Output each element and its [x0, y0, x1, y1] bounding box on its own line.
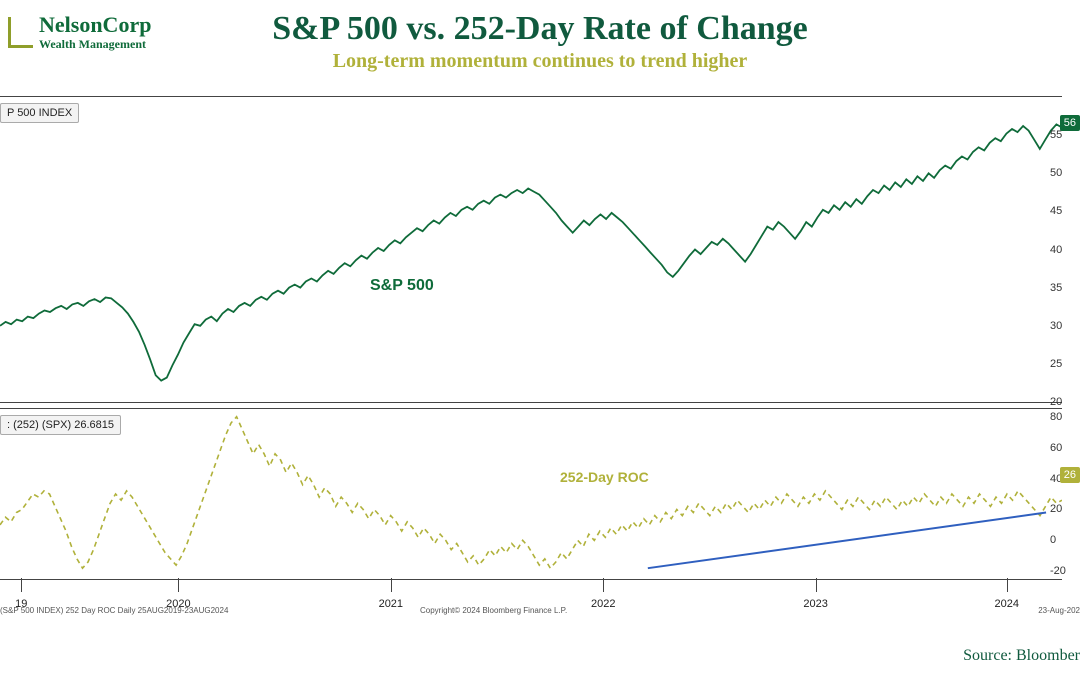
- roc-line-series: [0, 409, 1062, 579]
- y-axis-top: 2025303540455055: [1050, 97, 1080, 402]
- source-attribution: Source: Bloomber: [963, 647, 1080, 665]
- panel-roc: : (252) (SPX) 26.6815 252-Day ROC -20020…: [0, 408, 1062, 580]
- fine-print-center: Copyright© 2024 Bloomberg Finance L.P.: [420, 606, 567, 615]
- sp500-line-series: [0, 97, 1062, 402]
- roc-latest-badge: 26: [1060, 467, 1080, 483]
- title-main: S&P 500 vs. 252-Day Rate of Change: [0, 10, 1080, 48]
- fine-print-right: 23-Aug-202: [1038, 606, 1080, 615]
- fine-print-left: (S&P 500 INDEX) 252 Day ROC Daily 25AUG2…: [0, 606, 228, 615]
- charts-area: P 500 INDEX S&P 500 2025303540455055 56 …: [0, 96, 1080, 624]
- page-root: NelsonCorp Wealth Management S&P 500 vs.…: [0, 0, 1080, 675]
- panel-sp500: P 500 INDEX S&P 500 2025303540455055 56: [0, 96, 1062, 403]
- y-axis-bot: -20020406080: [1050, 409, 1080, 579]
- title-block: S&P 500 vs. 252-Day Rate of Change Long-…: [0, 10, 1080, 73]
- sp500-series-label: S&P 500: [370, 277, 434, 295]
- title-sub: Long-term momentum continues to trend hi…: [0, 50, 1080, 73]
- sp500-latest-badge: 56: [1060, 115, 1080, 131]
- roc-series-label: 252-Day ROC: [560, 469, 649, 485]
- x-axis: 1920202021202220232024: [0, 578, 1062, 624]
